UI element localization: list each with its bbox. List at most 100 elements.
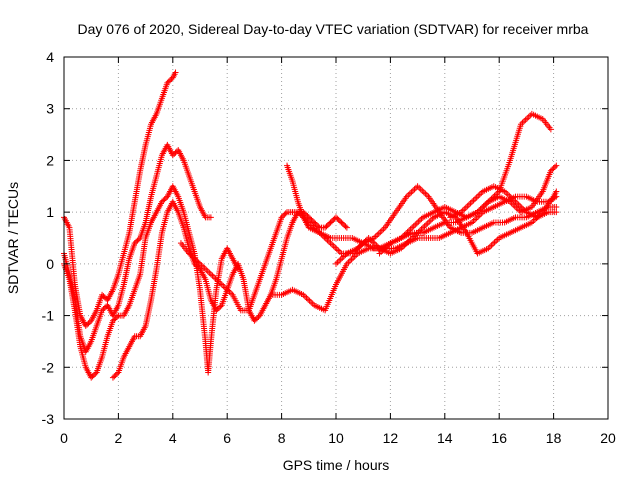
data-point <box>191 260 198 267</box>
data-point <box>304 213 311 220</box>
data-point <box>472 195 479 202</box>
y-axis-label: SDTVAR / TECUs <box>5 182 21 294</box>
data-point <box>190 254 197 261</box>
x-tick-label: 12 <box>383 430 399 446</box>
y-tick-label: 4 <box>46 49 54 65</box>
data-point <box>86 319 93 326</box>
x-tick-label: 8 <box>278 430 286 446</box>
data-point <box>172 69 179 76</box>
data-point <box>465 201 472 208</box>
data-point <box>469 198 475 205</box>
series-trace-4 <box>109 198 350 381</box>
data-point <box>420 189 427 196</box>
data-point <box>172 149 179 156</box>
data-point <box>553 162 560 169</box>
x-tick-label: 0 <box>60 430 68 446</box>
data-point <box>547 126 554 133</box>
y-tick-label: -1 <box>42 308 55 324</box>
data-point <box>82 322 89 329</box>
data-point <box>423 192 430 199</box>
data-point <box>195 259 202 266</box>
data-point <box>131 240 138 247</box>
data-point <box>204 268 211 275</box>
data-point <box>334 259 341 266</box>
data-point <box>326 220 333 227</box>
data-point <box>134 237 141 244</box>
data-point <box>326 238 333 245</box>
data-point <box>416 217 423 224</box>
data-point <box>187 251 194 258</box>
data-point <box>169 152 176 159</box>
data-point <box>308 216 315 223</box>
data-point <box>411 186 418 193</box>
data-points <box>61 69 560 381</box>
data-point <box>163 194 169 201</box>
data-point <box>342 223 349 230</box>
data-point <box>84 321 91 328</box>
data-point <box>341 222 348 229</box>
data-point <box>90 372 97 379</box>
data-point <box>377 229 384 236</box>
data-point <box>333 214 339 221</box>
data-point <box>217 303 224 310</box>
data-point <box>100 293 107 300</box>
data-point <box>374 232 381 239</box>
chart-title: Day 076 of 2020, Sidereal Day-to-day VTE… <box>78 21 589 37</box>
data-point <box>547 167 554 174</box>
data-point <box>482 201 489 208</box>
data-point <box>346 257 353 264</box>
x-tick-label: 20 <box>600 430 616 446</box>
y-tick-label: 3 <box>46 101 54 117</box>
data-point <box>412 221 419 228</box>
data-point <box>414 183 421 190</box>
data-point <box>305 296 312 303</box>
data-point <box>194 258 201 265</box>
data-point <box>407 226 414 233</box>
y-tick-labels: -3 -2 -1 0 1 2 3 4 <box>42 49 55 427</box>
data-point <box>254 315 261 322</box>
data-point <box>135 236 142 243</box>
data-point <box>112 372 119 379</box>
data-point <box>307 215 314 222</box>
data-point <box>350 254 357 261</box>
data-point <box>305 214 312 221</box>
data-point <box>167 77 174 84</box>
data-point <box>415 218 422 225</box>
data-point <box>473 215 480 222</box>
x-tick-label: 14 <box>437 430 453 446</box>
data-point <box>327 240 334 247</box>
y-tick-label: 2 <box>46 152 54 168</box>
data-point <box>278 214 285 221</box>
data-point <box>85 320 92 327</box>
data-point <box>409 187 416 194</box>
data-point <box>216 304 223 311</box>
data-point <box>194 263 201 270</box>
data-point <box>213 307 220 314</box>
data-point <box>348 256 355 263</box>
data-point <box>100 306 107 313</box>
data-point <box>333 246 340 253</box>
data-point <box>303 211 310 218</box>
data-point <box>416 184 423 191</box>
data-point <box>251 317 258 324</box>
data-point <box>330 216 337 223</box>
x-tick-label: 10 <box>328 430 344 446</box>
series-trace-10 <box>447 183 560 221</box>
data-point <box>329 241 336 248</box>
x-axis-label: GPS time / hours <box>283 457 390 473</box>
data-point <box>255 313 262 320</box>
data-point <box>192 256 199 263</box>
series-trace-1 <box>61 69 179 329</box>
data-point <box>410 223 417 230</box>
data-point <box>160 197 167 204</box>
data-point <box>207 271 214 278</box>
data-point <box>527 112 534 119</box>
data-point <box>303 294 310 301</box>
data-point <box>470 197 477 204</box>
data-point <box>335 216 342 223</box>
data-point <box>312 220 319 227</box>
data-point <box>99 307 106 314</box>
data-point <box>424 220 431 227</box>
data-point <box>422 190 429 197</box>
x-tick-label: 16 <box>491 430 507 446</box>
